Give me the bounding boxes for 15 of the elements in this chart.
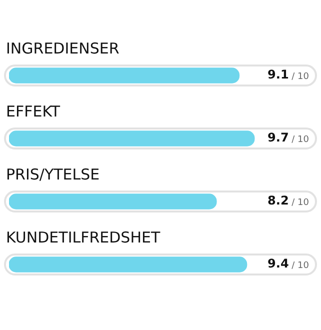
bar bbox=[9, 256, 248, 272]
data-label: 9.7 bbox=[268, 130, 289, 145]
bar bbox=[9, 194, 217, 210]
data-label: 8.2 bbox=[268, 194, 289, 208]
y-tick-label: INGREDIENSER bbox=[6, 39, 120, 58]
text: / 10 bbox=[288, 260, 310, 271]
bar bbox=[9, 68, 240, 84]
data-label: 9.4 bbox=[268, 256, 289, 271]
text: / 10 bbox=[288, 72, 310, 82]
y-tick-label: PRIS/YTELSE bbox=[6, 165, 100, 184]
text: / 10 bbox=[288, 134, 310, 145]
y-tick-label: EFFEKT bbox=[6, 102, 61, 120]
text: / 10 bbox=[288, 198, 310, 208]
data-label: 9.1 bbox=[268, 68, 289, 82]
y-tick-label: KUNDETILFREDSHET bbox=[6, 228, 161, 246]
